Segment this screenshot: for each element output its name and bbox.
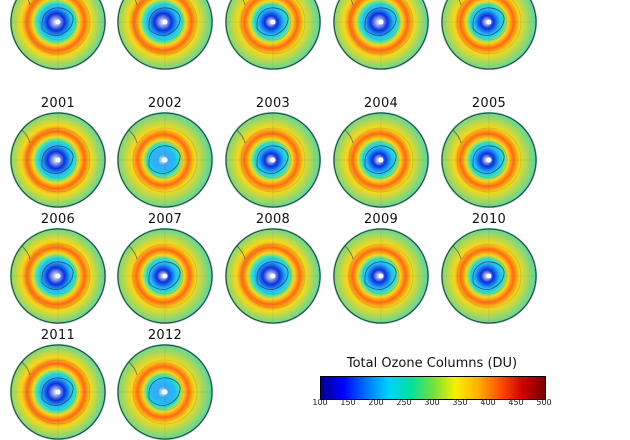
ozone-globe (333, 112, 429, 208)
year-label: 2005 (471, 96, 507, 111)
ozone-globe (117, 112, 213, 208)
ozone-globe (117, 344, 213, 440)
year-label: 2003 (255, 96, 291, 111)
year-label: 2011 (40, 328, 76, 343)
colorbar-tick-label: 400 (480, 398, 496, 407)
ozone-globe (10, 344, 106, 440)
colorbar-tick-label: 100 (312, 398, 328, 407)
colorbar-title: Total Ozone Columns (DU) (346, 356, 518, 371)
colorbar-tick-label: 250 (396, 398, 412, 407)
colorbar-gradient (320, 376, 546, 400)
ozone-globe (441, 0, 537, 70)
ozone-globe (333, 0, 429, 70)
ozone-globe (441, 112, 537, 208)
year-label: 2006 (40, 212, 76, 227)
colorbar-tick-label: 450 (508, 398, 524, 407)
ozone-globe (225, 0, 321, 70)
year-label: 2012 (147, 328, 183, 343)
ozone-globe (225, 228, 321, 324)
ozone-globe (10, 228, 106, 324)
colorbar-tick-label: 500 (536, 398, 552, 407)
colorbar-tick-label: 350 (452, 398, 468, 407)
ozone-globe (117, 228, 213, 324)
year-label: 2007 (147, 212, 183, 227)
year-label: 2004 (363, 96, 399, 111)
ozone-globe (333, 228, 429, 324)
colorbar-legend: Total Ozone Columns (DU) 100 150 200 250 300… (312, 356, 552, 418)
ozone-globe (117, 0, 213, 70)
year-label: 2001 (40, 96, 76, 111)
year-label: 2009 (363, 212, 399, 227)
ozone-globe (225, 112, 321, 208)
ozone-globe (10, 112, 106, 208)
colorbar-tick-label: 150 (340, 398, 356, 407)
ozone-figure: 2001 2002 2003 2004 2005 2006 2007 2008 2009 2010… (10, 0, 552, 440)
year-label: 2002 (147, 96, 183, 111)
ozone-globe (441, 228, 537, 324)
year-label: 2010 (471, 212, 507, 227)
colorbar-tick-label: 300 (424, 398, 440, 407)
ozone-globe (10, 0, 106, 70)
colorbar-tick-label: 200 (368, 398, 384, 407)
year-label: 2008 (255, 212, 291, 227)
